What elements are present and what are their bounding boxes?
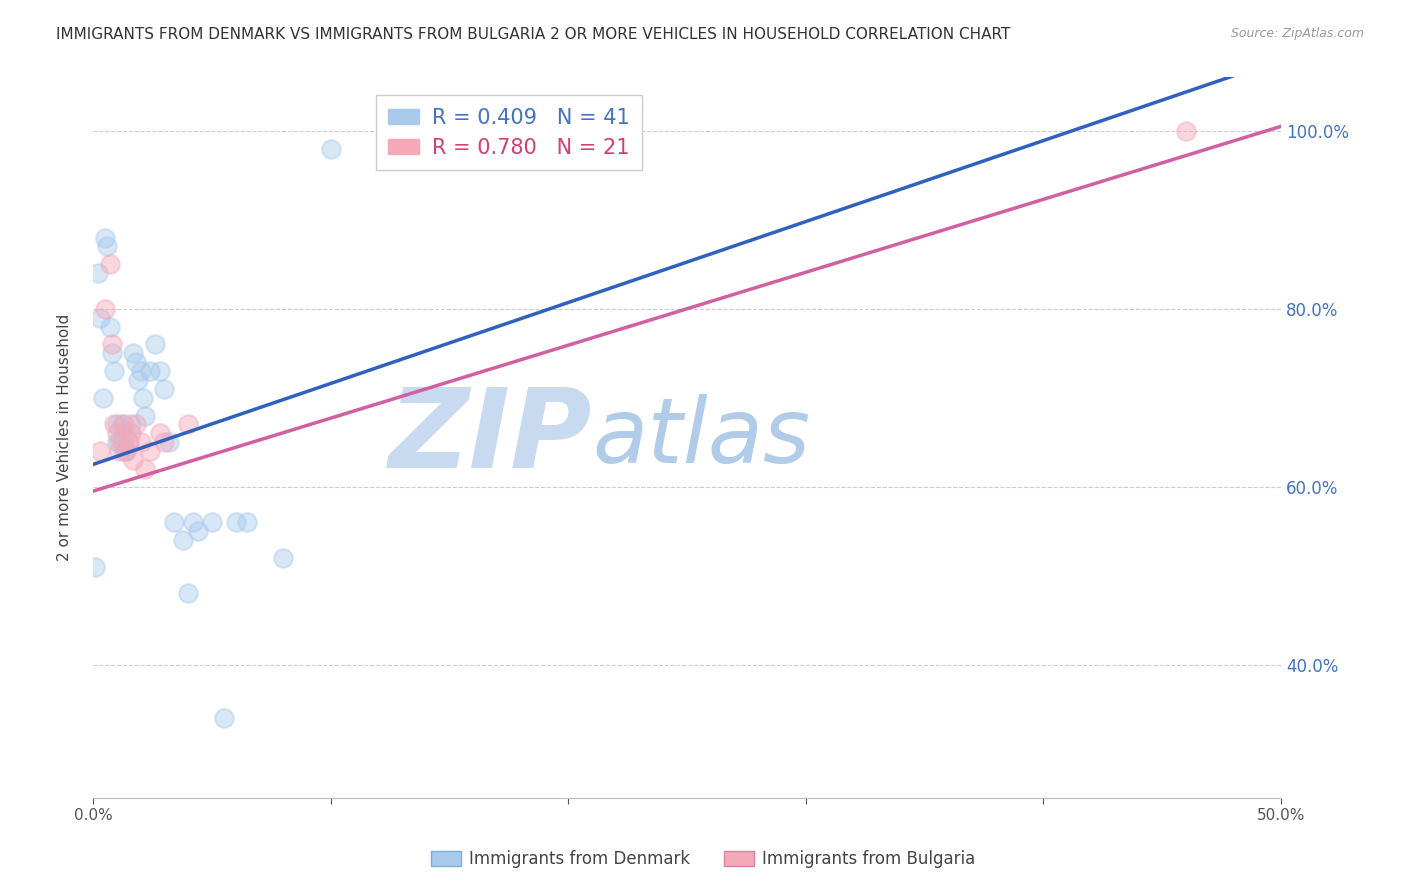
Point [153, 382, 176, 396]
Legend: Immigrants from Denmark, Immigrants from Bulgaria: Immigrants from Denmark, Immigrants from… [425, 844, 981, 875]
Point [212, 711, 235, 725]
Point [105, 417, 128, 432]
Point [153, 435, 176, 450]
Point [110, 435, 132, 450]
Text: ZIP: ZIP [388, 384, 592, 491]
Point [236, 516, 259, 530]
Point [148, 426, 170, 441]
Point [177, 586, 200, 600]
Point [139, 444, 162, 458]
Point [139, 364, 162, 378]
Point [120, 426, 142, 441]
Point [94, 230, 117, 244]
Point [112, 444, 135, 458]
Text: atlas: atlas [592, 393, 810, 482]
Point [84, 559, 107, 574]
Y-axis label: 2 or more Vehicles in Household: 2 or more Vehicles in Household [58, 314, 72, 561]
Point [103, 364, 125, 378]
Point [112, 426, 135, 441]
Point [110, 417, 132, 432]
Point [89, 444, 111, 458]
Point [118, 435, 141, 450]
Point [108, 435, 131, 450]
Point [115, 444, 138, 458]
Point [134, 462, 156, 476]
Point [118, 435, 141, 450]
Point [157, 435, 180, 450]
Point [132, 391, 155, 405]
Point [271, 550, 294, 565]
Point [177, 417, 200, 432]
Point [163, 516, 186, 530]
Point [103, 417, 125, 432]
Point [125, 417, 148, 432]
Point [201, 516, 224, 530]
Point [108, 444, 131, 458]
Point [105, 435, 128, 450]
Text: IMMIGRANTS FROM DENMARK VS IMMIGRANTS FROM BULGARIA 2 OR MORE VEHICLES IN HOUSEH: IMMIGRANTS FROM DENMARK VS IMMIGRANTS FR… [56, 27, 1011, 42]
Point [94, 301, 117, 316]
Point [125, 355, 148, 369]
Point [122, 346, 145, 360]
Point [143, 337, 166, 351]
Point [1174, 124, 1197, 138]
Point [87, 266, 110, 280]
Point [129, 364, 152, 378]
Point [120, 417, 142, 432]
Point [101, 337, 124, 351]
Point [96, 239, 118, 253]
Point [115, 444, 138, 458]
Point [129, 435, 152, 450]
Point [112, 417, 135, 432]
Legend: R = 0.409   N = 41, R = 0.780   N = 21: R = 0.409 N = 41, R = 0.780 N = 21 [375, 95, 643, 170]
Point [105, 426, 128, 441]
Point [98, 257, 121, 271]
Point [89, 310, 111, 325]
Point [91, 391, 114, 405]
Point [101, 346, 124, 360]
Point [181, 516, 204, 530]
Point [98, 319, 121, 334]
Point [225, 516, 247, 530]
Point [172, 533, 194, 547]
Point [319, 142, 342, 156]
Point [122, 453, 145, 467]
Point [605, 133, 627, 147]
Point [187, 524, 209, 538]
Point [148, 364, 170, 378]
Text: Source: ZipAtlas.com: Source: ZipAtlas.com [1230, 27, 1364, 40]
Point [127, 373, 149, 387]
Point [134, 409, 156, 423]
